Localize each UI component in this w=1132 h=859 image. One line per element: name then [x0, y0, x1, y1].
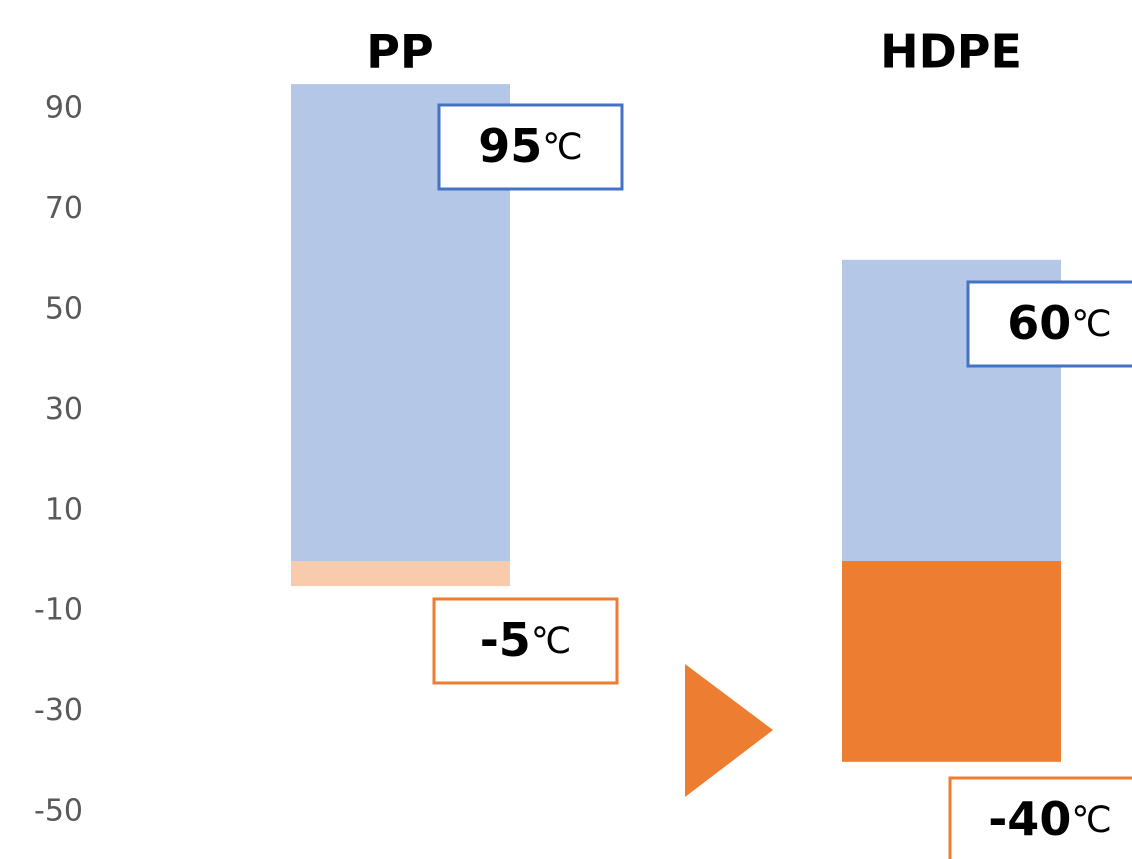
- data-label-value: 60: [1007, 296, 1071, 350]
- data-label-value: -40: [988, 792, 1071, 846]
- data-label-pp-min: -5℃: [432, 597, 619, 685]
- data-label-text: -40℃: [988, 792, 1112, 846]
- category-label-pp: PP: [366, 25, 433, 79]
- arrow-right-icon: [685, 664, 773, 797]
- data-label-unit: ℃: [542, 127, 582, 168]
- data-label-text: 60℃: [1007, 296, 1111, 350]
- y-tick-label: -50: [34, 794, 83, 829]
- y-tick-label: 90: [45, 91, 83, 126]
- data-label-box: [948, 776, 1132, 859]
- y-tick-label: -10: [34, 593, 83, 628]
- y-tick-label: 10: [45, 492, 83, 527]
- y-tick-label: 50: [45, 292, 83, 327]
- data-label-hdpe-max: 60℃: [966, 280, 1132, 368]
- data-label-box: [432, 597, 619, 685]
- y-tick-label: 30: [45, 392, 83, 427]
- data-label-value: -5: [480, 613, 531, 667]
- data-label-box: [437, 103, 624, 191]
- category-label-hdpe: HDPE: [880, 25, 1022, 79]
- data-label-value: 95: [478, 119, 542, 173]
- bar-pp-min: [291, 561, 510, 587]
- data-label-text: -5℃: [480, 613, 572, 667]
- data-label-pp-max: 95℃: [437, 103, 624, 191]
- data-label-hdpe-min: -40℃: [948, 776, 1132, 859]
- data-label-unit: ℃: [531, 621, 571, 662]
- y-tick-label: 70: [45, 191, 83, 226]
- data-label-box: [966, 280, 1132, 368]
- data-label-text: 95℃: [478, 119, 582, 173]
- data-label-unit: ℃: [1071, 800, 1111, 841]
- bar-hdpe-min: [842, 561, 1061, 762]
- data-label-unit: ℃: [1071, 304, 1111, 345]
- y-tick-label: -30: [34, 693, 83, 728]
